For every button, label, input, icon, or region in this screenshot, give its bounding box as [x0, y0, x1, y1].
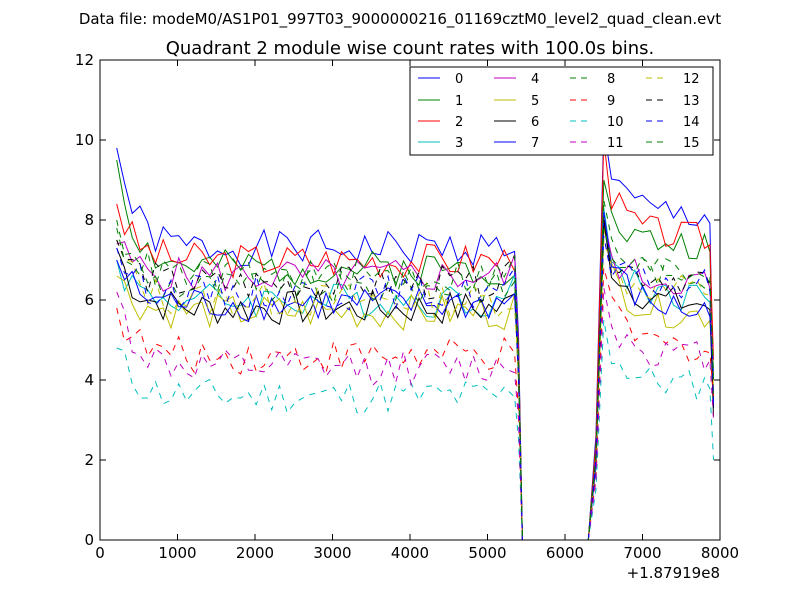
x-tick-label: 1000: [158, 544, 196, 562]
series-line-14: [116, 235, 714, 541]
x-tick-label: 6000: [546, 544, 584, 562]
x-tick-label: 5000: [468, 544, 506, 562]
series-line-15: [116, 227, 714, 541]
series-line-6: [116, 219, 714, 541]
chart-suptitle: Data file: modeM0/AS1P01_997T03_90000002…: [79, 10, 721, 29]
y-tick-label: 10: [75, 131, 94, 149]
legend-label-12: 12: [683, 72, 700, 87]
series-line-0: [116, 127, 714, 541]
legend-label-8: 8: [607, 72, 615, 87]
y-tick-label: 2: [84, 451, 94, 469]
x-tick-label: 2000: [236, 544, 274, 562]
y-tick-label: 0: [84, 531, 94, 549]
series-line-7: [116, 211, 714, 541]
legend-label-9: 9: [607, 94, 615, 109]
legend-label-14: 14: [683, 115, 700, 130]
x-offset-label: +1.87919e8: [627, 564, 720, 582]
legend-label-15: 15: [683, 136, 700, 151]
y-tick-label: 12: [75, 51, 94, 69]
legend-label-13: 13: [683, 94, 700, 109]
series-line-1: [116, 159, 714, 541]
series-line-2: [116, 139, 714, 541]
series-line-11: [116, 287, 714, 541]
x-tick-label: 4000: [391, 544, 429, 562]
chart-title: Quadrant 2 module wise count rates with …: [166, 38, 655, 59]
y-tick-label: 4: [84, 371, 94, 389]
axis-ticks: 0 1000 2000 3000 4000 5000 6000 7000 80000246810…: [75, 51, 739, 562]
x-tick-label: 7000: [623, 544, 661, 562]
legend-label-11: 11: [607, 136, 624, 151]
series-line-12: [116, 239, 714, 541]
legend-label-0: 0: [455, 72, 463, 87]
legend-label-2: 2: [455, 115, 463, 130]
series-line-4: [116, 219, 714, 541]
y-tick-label: 6: [84, 291, 94, 309]
legend-label-6: 6: [531, 115, 539, 130]
series-line-13: [116, 219, 714, 541]
series-line-5: [116, 227, 714, 541]
legend-label-1: 1: [455, 94, 463, 109]
x-tick-label: 0: [95, 544, 105, 562]
series-line-9: [116, 267, 714, 541]
legend-label-3: 3: [455, 136, 463, 151]
legend-label-10: 10: [607, 115, 624, 130]
y-tick-label: 8: [84, 211, 94, 229]
legend-label-4: 4: [531, 72, 539, 87]
legend-frame: [409, 66, 714, 156]
series-layer: [116, 127, 714, 541]
x-tick-label: 3000: [313, 544, 351, 562]
x-tick-label: 8000: [701, 544, 739, 562]
legend-label-7: 7: [531, 136, 539, 151]
series-line-10: [116, 319, 714, 541]
legend-label-5: 5: [531, 94, 539, 109]
series-line-3: [116, 207, 714, 541]
